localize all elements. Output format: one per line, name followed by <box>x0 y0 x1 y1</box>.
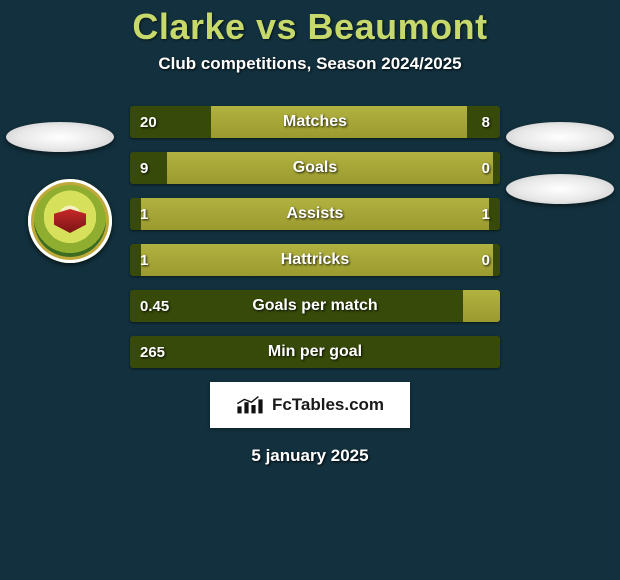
stat-seg-left <box>130 198 141 230</box>
player-badge-left <box>6 122 114 152</box>
stat-seg-right <box>493 244 500 276</box>
stat-seg-left <box>130 106 211 138</box>
watermark-text: FcTables.com <box>272 395 384 415</box>
player-badge-right-2 <box>506 174 614 204</box>
date-label: 5 january 2025 <box>0 446 620 466</box>
comparison-card: Clarke vs Beaumont Club competitions, Se… <box>0 0 620 466</box>
stat-seg-center <box>141 244 493 276</box>
stat-seg-left <box>130 244 141 276</box>
watermark-chart-icon <box>236 395 264 415</box>
stat-seg-right <box>493 152 500 184</box>
club-crest-icon <box>28 179 112 263</box>
stat-seg-center <box>211 106 466 138</box>
stat-seg-left <box>130 336 500 368</box>
stat-row: 208Matches <box>130 106 500 138</box>
stat-row: 11Assists <box>130 198 500 230</box>
stat-bars: 208Matches 90Goals 11Assists 10Hattricks 0.4… <box>130 106 500 368</box>
stat-seg-left <box>130 290 463 322</box>
stat-seg-right <box>489 198 500 230</box>
stat-row: 265Min per goal <box>130 336 500 368</box>
watermark: FcTables.com <box>210 382 410 428</box>
page-title: Clarke vs Beaumont <box>0 6 620 48</box>
stat-seg-center <box>463 290 500 322</box>
stat-seg-center <box>141 198 489 230</box>
stat-row: 90Goals <box>130 152 500 184</box>
stat-seg-right <box>467 106 500 138</box>
stat-seg-center <box>167 152 493 184</box>
stat-row: 10Hattricks <box>130 244 500 276</box>
player-badge-right-1 <box>506 122 614 152</box>
subtitle: Club competitions, Season 2024/2025 <box>0 54 620 74</box>
stat-seg-left <box>130 152 167 184</box>
stat-row: 0.45Goals per match <box>130 290 500 322</box>
